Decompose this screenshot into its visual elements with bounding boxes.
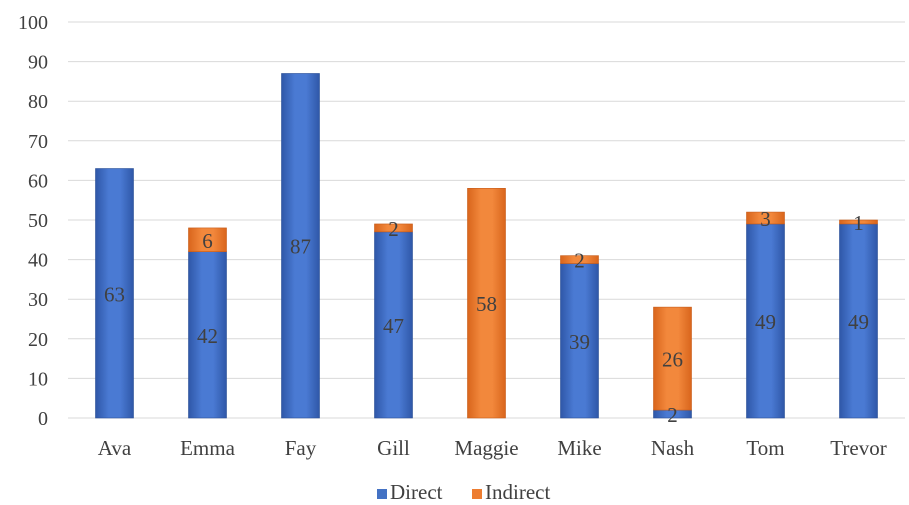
x-tick-label-ava: Ava <box>98 436 132 460</box>
data-label-direct-ava: 63 <box>104 282 125 306</box>
bar-direct-mike <box>560 263 599 419</box>
legend-label-direct: Direct <box>390 480 443 504</box>
data-label-indirect-gill: 2 <box>388 217 399 241</box>
data-label-indirect-nash: 26 <box>662 348 683 372</box>
y-tick-label: 10 <box>28 368 48 390</box>
legend-swatch-indirect <box>472 489 482 499</box>
bar-indirect-trevor <box>839 219 878 225</box>
y-tick-label: 90 <box>28 52 48 74</box>
data-label-direct-fay: 87 <box>290 235 311 259</box>
data-label-direct-gill: 47 <box>383 314 404 338</box>
y-tick-label: 30 <box>28 289 48 311</box>
bar-indirect-maggie <box>467 188 506 419</box>
bar-indirect-tom <box>746 211 785 225</box>
data-label-indirect-emma: 6 <box>202 229 213 253</box>
data-label-indirect-maggie: 58 <box>476 292 497 316</box>
x-tick-label-tom: Tom <box>746 436 784 460</box>
legend-label-indirect: Indirect <box>485 480 550 504</box>
x-tick-label-maggie: Maggie <box>454 436 518 460</box>
bar-indirect-gill <box>374 223 413 233</box>
bar-indirect-nash <box>653 306 692 411</box>
bar-direct-gill <box>374 231 413 419</box>
y-tick-label: 0 <box>38 408 48 430</box>
data-label-direct-tom: 49 <box>755 310 776 334</box>
x-tick-label-fay: Fay <box>285 436 317 460</box>
bar-direct-fay <box>281 73 320 419</box>
legend-swatch-direct <box>377 489 387 499</box>
x-axis: Ava Emma Fay Gill Maggie Mike Nash Tom Trevor <box>98 436 887 460</box>
y-tick-label: 60 <box>28 170 48 192</box>
x-tick-label-emma: Emma <box>180 436 235 460</box>
data-label-direct-mike: 39 <box>569 330 590 354</box>
y-axis: 0 10 20 30 40 50 60 70 80 90 100 <box>18 12 48 430</box>
bar-direct-tom <box>746 223 785 419</box>
data-label-indirect-trevor: 1 <box>853 211 864 235</box>
y-tick-label: 50 <box>28 210 48 232</box>
data-label-indirect-mike: 2 <box>574 249 585 273</box>
y-tick-label: 80 <box>28 91 48 113</box>
y-tick-label: 100 <box>18 12 48 34</box>
x-tick-label-mike: Mike <box>557 436 601 460</box>
bar-direct-ava <box>95 168 134 419</box>
data-label-direct-emma: 42 <box>197 324 218 348</box>
data-labels: 63 42 6 87 47 2 58 39 2 2 26 49 3 49 1 <box>104 207 869 427</box>
y-tick-label: 20 <box>28 329 48 351</box>
data-label-direct-trevor: 49 <box>848 310 869 334</box>
legend: Direct Indirect <box>377 480 550 504</box>
x-tick-label-trevor: Trevor <box>830 436 886 460</box>
x-tick-label-nash: Nash <box>651 436 695 460</box>
bar-indirect-mike <box>560 255 599 264</box>
bar-direct-trevor <box>839 223 878 419</box>
bar-direct-emma <box>188 251 227 419</box>
y-tick-label: 70 <box>28 131 48 153</box>
y-tick-label: 40 <box>28 250 48 272</box>
data-label-direct-nash: 2 <box>667 403 678 427</box>
data-label-indirect-tom: 3 <box>760 207 771 231</box>
x-tick-label-gill: Gill <box>377 436 410 460</box>
bars <box>95 73 878 419</box>
bar-indirect-emma <box>188 227 227 252</box>
